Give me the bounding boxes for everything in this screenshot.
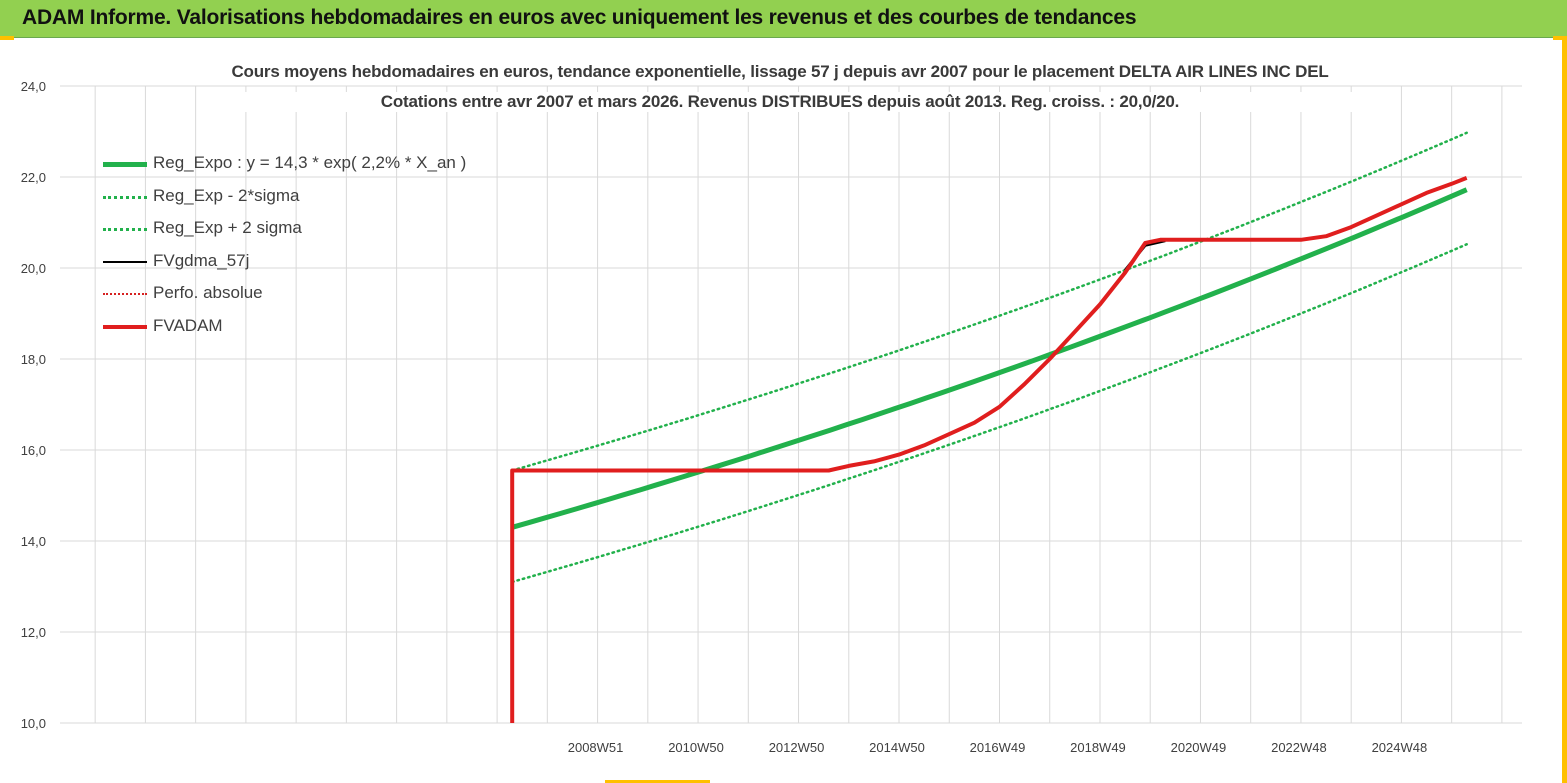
y-tick-label: 10,0 [21,716,46,731]
x-tick-label: 2014W50 [869,740,925,755]
legend-swatch [103,260,147,263]
series-reg-expo [511,187,1468,530]
y-axis-ticks: 10,0 12,0 14,0 16,0 18,0 20,0 22,0 24,0 [21,79,46,731]
legend-label: FVADAM [153,315,223,335]
x-tick-label: 2024W48 [1372,740,1428,755]
chart-title-line-2: Cotations entre avr 2007 et mars 2026. R… [205,92,1355,112]
chart-series [510,131,1468,723]
y-tick-label: 22,0 [21,170,46,185]
x-tick-label: 2022W48 [1271,740,1327,755]
y-tick-label: 24,0 [21,79,46,94]
y-tick-label: 20,0 [21,261,46,276]
series-reg-exp-minus-2-sigma [510,243,1468,584]
accent-mark-top-right [1553,36,1567,40]
legend-label: Perfo. absolue [153,283,263,302]
legend-label: Reg_Exp - 2*sigma [153,185,300,205]
legend-swatch [103,228,147,231]
legend-label: Reg_Expo : y = 14,3 * exp( 2,2% * X_an ) [153,153,467,172]
y-tick-label: 12,0 [21,625,46,640]
y-tick-label: 14,0 [21,534,46,549]
accent-mark-top-left [0,36,14,40]
report-title: ADAM Informe. Valorisations hebdomadaire… [22,6,1137,29]
legend-swatch [103,162,147,167]
x-tick-label: 2020W49 [1171,740,1227,755]
y-tick-label: 18,0 [21,352,46,367]
series-fvadam [510,176,1468,723]
x-tick-label: 2008W51 [568,740,624,755]
chart-canvas: 10,0 12,0 14,0 16,0 18,0 20,0 22,0 24,0 2008W51… [21,79,1522,755]
legend-swatch [103,195,147,199]
series-reg-exp-plus-2-sigma [510,131,1468,472]
legend-label: Reg_Exp + 2 sigma [153,218,302,237]
accent-mark-bottom [605,780,710,783]
legend-swatch [103,324,147,329]
chart-grid [60,85,1522,724]
accent-mark-right [1562,40,1567,783]
x-tick-label: 2010W50 [668,740,724,755]
x-tick-label: 2012W50 [769,740,825,755]
report-banner: ADAM Informe. Valorisations hebdomadaire… [0,0,1567,38]
x-axis-ticks: 2008W51 2010W50 2012W50 2014W50 2016W49 2018W… [568,740,1428,755]
x-tick-label: 2018W49 [1070,740,1126,755]
legend-swatch [103,293,147,295]
legend-label: FVgdma_57j [153,250,250,270]
x-tick-label: 2016W49 [970,740,1026,755]
chart-title-line-1: Cours moyens hebdomadaires en euros, ten… [205,62,1355,82]
y-tick-label: 16,0 [21,443,46,458]
